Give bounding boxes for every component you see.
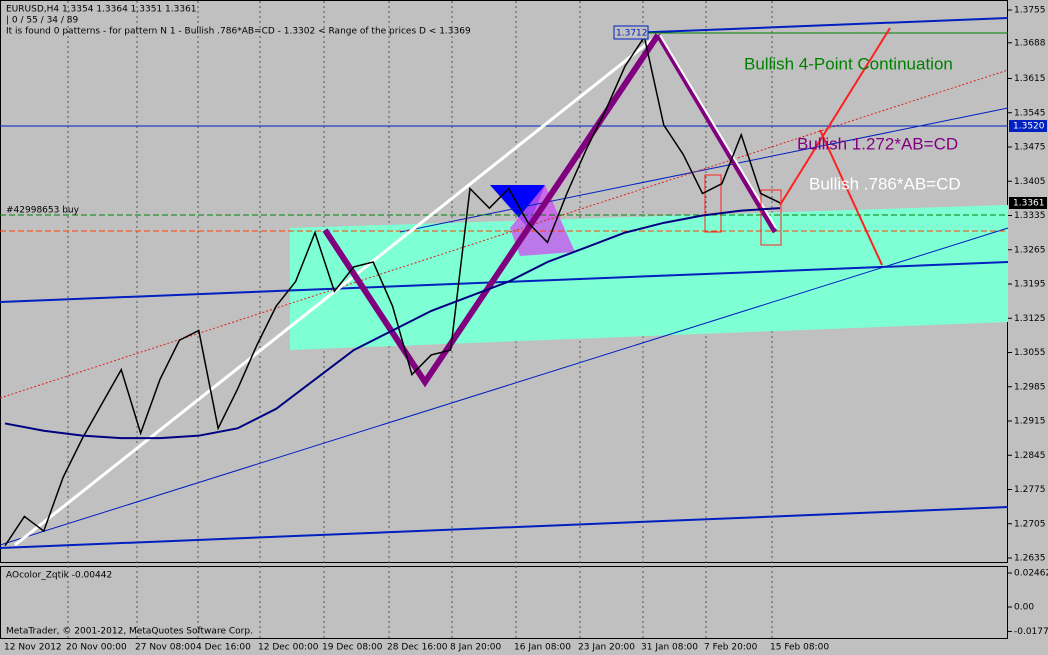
price-tag: 1.3361 bbox=[1013, 199, 1045, 209]
price-label: 1.2775 bbox=[1014, 485, 1046, 495]
time-label: 4 Dec 16:00 bbox=[196, 643, 251, 653]
time-label: 27 Nov 08:00 bbox=[135, 643, 196, 653]
indicator-label: -0.0177 bbox=[1014, 627, 1048, 637]
price-label: 1.3688 bbox=[1014, 38, 1046, 48]
price-label: 1.3755 bbox=[1014, 6, 1046, 16]
trendline bbox=[399, 107, 1009, 233]
time-label: 23 Jan 20:00 bbox=[578, 643, 635, 653]
price-label: 1.3335 bbox=[1014, 211, 1046, 221]
trendline bbox=[0, 506, 1009, 549]
price-label: 1.3405 bbox=[1014, 177, 1046, 187]
trendline bbox=[629, 17, 1009, 34]
time-label: 31 Jan 08:00 bbox=[641, 643, 698, 653]
fib-line: | 0 / 55 / 34 / 89 bbox=[6, 16, 79, 26]
pattern-triangle bbox=[510, 185, 575, 256]
price-label: 1.3545 bbox=[1014, 108, 1046, 118]
footer: MetaTrader, © 2001-2012, MetaQuotes Soft… bbox=[6, 627, 253, 637]
price-label: 1.3195 bbox=[1014, 280, 1046, 290]
order-label: #42998653 buy bbox=[6, 206, 80, 216]
time-label: 20 Nov 00:00 bbox=[66, 643, 127, 653]
annotation: Bullish 1.272*AB=CD bbox=[797, 134, 958, 153]
price-label: 1.3615 bbox=[1014, 74, 1046, 84]
price-label: 1.2635 bbox=[1014, 554, 1046, 564]
pattern-leg bbox=[655, 33, 778, 234]
price-label: 1.2915 bbox=[1014, 417, 1046, 427]
price-tag-box bbox=[1009, 197, 1047, 209]
time-label: 12 Dec 00:00 bbox=[258, 643, 319, 653]
projection bbox=[819, 129, 883, 266]
time-label: 16 Jan 08:00 bbox=[514, 643, 571, 653]
price-label: 1.3265 bbox=[1014, 245, 1046, 255]
pattern-zigzag bbox=[322, 33, 661, 388]
price-line bbox=[4, 35, 781, 547]
indicator-label: 0.00 bbox=[1014, 603, 1034, 613]
annotation: Bullish 4-Point Continuation bbox=[744, 54, 953, 73]
time-label: 28 Dec 16:00 bbox=[387, 643, 448, 653]
price-tag-box bbox=[613, 25, 649, 40]
price-tag: 1.3520 bbox=[1013, 122, 1045, 132]
price-label: 1.3055 bbox=[1014, 348, 1046, 358]
status-line: It is found 0 patterns - for pattern N 1… bbox=[6, 27, 471, 37]
moving-average bbox=[4, 207, 781, 440]
price-tag-box bbox=[1009, 120, 1047, 132]
indicator-label: 0.02462 bbox=[1014, 569, 1048, 579]
target-box bbox=[704, 174, 722, 233]
time-label: 8 Jan 20:00 bbox=[450, 643, 502, 653]
time-label: 15 Feb 08:00 bbox=[770, 643, 829, 653]
time-label: 7 Feb 20:00 bbox=[704, 643, 758, 653]
target-box bbox=[760, 189, 782, 246]
trendline bbox=[0, 227, 1009, 546]
projection bbox=[779, 27, 891, 206]
pattern-leg bbox=[14, 33, 659, 547]
trendline bbox=[0, 261, 1009, 303]
indicator-title: AOcolor_Zqtik -0.00442 bbox=[6, 571, 112, 581]
annotation: Bullish .786*AB=CD bbox=[809, 174, 961, 193]
time-label: 19 Dec 08:00 bbox=[322, 643, 383, 653]
indicator-pane bbox=[0, 566, 1008, 639]
price-label: 1.3475 bbox=[1014, 143, 1046, 153]
price-label: 1.2985 bbox=[1014, 382, 1046, 392]
price-label: 1.2845 bbox=[1014, 451, 1046, 461]
trendline bbox=[0, 69, 1009, 399]
price-label: 1.2705 bbox=[1014, 519, 1046, 529]
time-label: 12 Nov 2012 bbox=[4, 643, 62, 653]
price-tag: 1.3712 bbox=[616, 29, 648, 39]
price-label: 1.3125 bbox=[1014, 314, 1046, 324]
symbol-line: EURUSD,H4 1.3354 1.3364 1.3351 1.3361 bbox=[6, 5, 197, 15]
pattern-leg bbox=[659, 34, 777, 229]
